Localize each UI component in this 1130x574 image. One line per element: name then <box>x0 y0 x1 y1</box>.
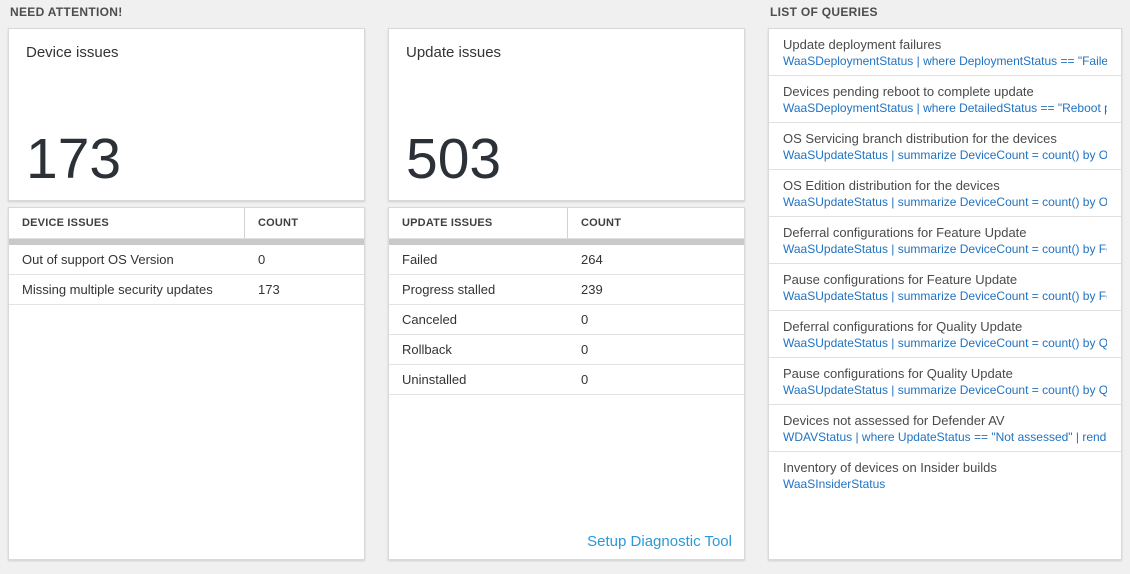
table-header-row: DEVICE ISSUES COUNT <box>9 208 364 239</box>
device-issues-title: Device issues <box>26 44 119 61</box>
table-row[interactable]: Progress stalled 239 <box>389 275 744 305</box>
query-title: Pause configurations for Feature Update <box>783 272 1018 287</box>
query-title: Inventory of devices on Insider builds <box>783 460 997 475</box>
device-issues-count: 173 <box>26 127 122 191</box>
query-item[interactable]: Deferral configurations for Quality Upda… <box>769 311 1121 358</box>
table-row[interactable]: Missing multiple security updates 173 <box>9 275 364 305</box>
device-issues-table: DEVICE ISSUES COUNT Out of support OS Ve… <box>8 207 365 560</box>
table-row[interactable]: Uninstalled 0 <box>389 365 744 395</box>
issue-count: 264 <box>581 252 603 267</box>
issue-count: 0 <box>581 372 589 387</box>
query-item[interactable]: OS Edition distribution for the devices … <box>769 170 1121 217</box>
setup-diagnostic-tool-link[interactable]: Setup Diagnostic Tool <box>587 533 732 550</box>
query-item[interactable]: Deferral configurations for Feature Upda… <box>769 217 1121 264</box>
device-issues-tile[interactable]: Device issues 173 <box>8 28 365 201</box>
query-item[interactable]: Devices pending reboot to complete updat… <box>769 76 1121 123</box>
update-issues-column-header: UPDATE ISSUES <box>402 217 493 229</box>
list-of-queries-section-title: LIST OF QUERIES <box>770 5 878 19</box>
issue-label: Canceled <box>402 312 457 327</box>
query-title: Pause configurations for Quality Update <box>783 366 1013 381</box>
issue-label: Missing multiple security updates <box>22 282 213 297</box>
query-link[interactable]: WaaSDeploymentStatus | where DetailedSta… <box>783 101 1107 115</box>
query-link[interactable]: WaaSUpdateStatus | summarize DeviceCount… <box>783 383 1107 397</box>
horizontal-scrollbar[interactable] <box>389 239 744 245</box>
query-title: Devices not assessed for Defender AV <box>783 413 1005 428</box>
query-link[interactable]: WaaSInsiderStatus <box>783 477 886 491</box>
table-row[interactable]: Out of support OS Version 0 <box>9 245 364 275</box>
query-title: Deferral configurations for Feature Upda… <box>783 225 1027 240</box>
need-attention-section-title: NEED ATTENTION! <box>10 5 123 19</box>
query-title: Devices pending reboot to complete updat… <box>783 84 1034 99</box>
query-link[interactable]: WaaSUpdateStatus | summarize DeviceCount… <box>783 336 1107 350</box>
table-row[interactable]: Canceled 0 <box>389 305 744 335</box>
issue-count: 0 <box>581 312 589 327</box>
horizontal-scrollbar[interactable] <box>9 239 364 245</box>
issue-label: Rollback <box>402 342 452 357</box>
query-item[interactable]: Update deployment failures WaaSDeploymen… <box>769 29 1121 76</box>
issue-count: 0 <box>258 252 266 267</box>
issue-count: 239 <box>581 282 603 297</box>
query-title: Deferral configurations for Quality Upda… <box>783 319 1023 334</box>
issue-label: Uninstalled <box>402 372 467 387</box>
device-issues-column-header: DEVICE ISSUES <box>22 217 109 229</box>
issue-count: 0 <box>581 342 589 357</box>
count-column-header: COUNT <box>244 208 364 238</box>
table-row[interactable]: Failed 264 <box>389 245 744 275</box>
issue-label: Out of support OS Version <box>22 252 174 267</box>
issue-label: Progress stalled <box>402 282 496 297</box>
issue-label: Failed <box>402 252 438 267</box>
query-link[interactable]: WaaSUpdateStatus | summarize DeviceCount… <box>783 289 1107 303</box>
table-header-row: UPDATE ISSUES COUNT <box>389 208 744 239</box>
query-title: OS Edition distribution for the devices <box>783 178 1000 193</box>
query-link[interactable]: WaaSUpdateStatus | summarize DeviceCount… <box>783 195 1107 209</box>
update-issues-table: UPDATE ISSUES COUNT Failed 264 Progress … <box>388 207 745 560</box>
update-issues-count: 503 <box>406 127 502 191</box>
query-title: Update deployment failures <box>783 37 942 52</box>
query-link[interactable]: WaaSUpdateStatus | summarize DeviceCount… <box>783 242 1107 256</box>
update-issues-tile[interactable]: Update issues 503 <box>388 28 745 201</box>
query-title: OS Servicing branch distribution for the… <box>783 131 1057 146</box>
query-link[interactable]: WaaSUpdateStatus | summarize DeviceCount… <box>783 148 1107 162</box>
query-item[interactable]: Inventory of devices on Insider builds W… <box>769 452 1121 499</box>
query-item[interactable]: Pause configurations for Feature Update … <box>769 264 1121 311</box>
list-of-queries-panel: Update deployment failures WaaSDeploymen… <box>768 28 1122 560</box>
update-issues-title: Update issues <box>406 44 502 61</box>
query-item[interactable]: Devices not assessed for Defender AV WDA… <box>769 405 1121 452</box>
query-link[interactable]: WDAVStatus | where UpdateStatus == "Not … <box>783 430 1107 444</box>
issue-count: 173 <box>258 282 280 297</box>
query-link[interactable]: WaaSDeploymentStatus | where DeploymentS… <box>783 54 1107 68</box>
query-item[interactable]: Pause configurations for Quality Update … <box>769 358 1121 405</box>
count-column-header: COUNT <box>567 208 744 238</box>
table-row[interactable]: Rollback 0 <box>389 335 744 365</box>
query-item[interactable]: OS Servicing branch distribution for the… <box>769 123 1121 170</box>
